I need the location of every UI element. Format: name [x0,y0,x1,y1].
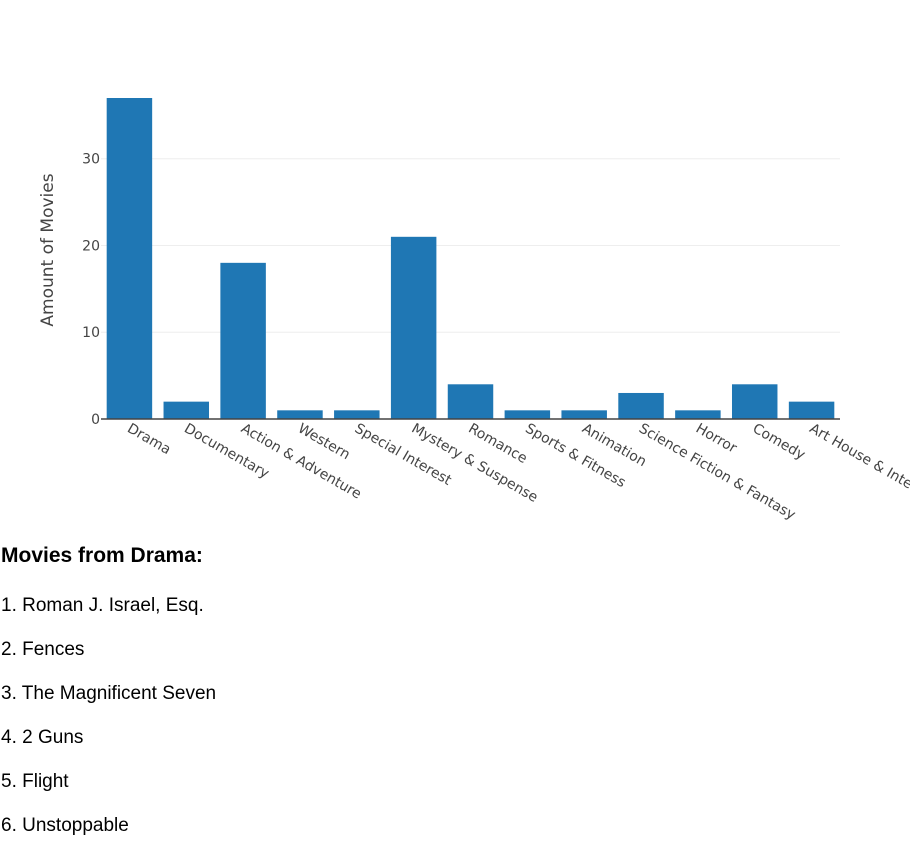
x-tick-label: Special Interest [352,421,455,490]
movie-item: 4. 2 Guns [1,727,84,748]
movies-list: 1. Roman J. Israel, Esq. 2. Fences 3. Th… [1,595,901,859]
bar[interactable] [447,384,494,419]
bar[interactable] [277,410,323,419]
y-tick-label: 30 [82,152,100,168]
y-tick-label: 0 [91,412,100,428]
bar[interactable] [334,410,380,419]
movie-item: 5. Flight [1,771,69,792]
y-tick-labels: 0 10 20 30 [82,152,100,428]
x-tick-label: Sports & Fitness [522,421,628,491]
y-tick-label: 20 [82,238,100,254]
bar[interactable] [106,98,153,419]
x-tick-label: Comedy [750,421,808,464]
bar[interactable] [731,384,778,419]
y-tick-label: 10 [82,325,100,341]
movie-item: 6. Unstoppable [1,815,129,836]
movies-heading: Movies from Drama: [1,544,203,567]
bar[interactable] [390,236,437,419]
bar[interactable] [504,410,551,419]
bar[interactable] [675,410,721,419]
y-axis-title: Amount of Movies [38,173,58,326]
bar[interactable] [163,401,210,419]
x-tick-label: Drama [124,421,173,459]
movie-item: 3. The Magnificent Seven [1,683,217,704]
bars [106,98,835,419]
x-tick-label: Horror [693,421,740,457]
movies-section: Movies from Drama: 1. Roman J. Israel, E… [1,543,901,859]
bar[interactable] [618,392,664,419]
bar[interactable] [220,262,266,419]
bar[interactable] [561,410,607,419]
x-tick-label: Art House & International [807,421,910,524]
grid-lines [101,158,840,333]
bar[interactable] [788,401,835,419]
bar-chart: 0 10 20 30 Drama Documentary Action & Adventu… [38,98,910,524]
movie-item: 1. Roman J. Israel, Esq. [1,595,204,616]
movie-item: 2. Fences [1,639,85,660]
